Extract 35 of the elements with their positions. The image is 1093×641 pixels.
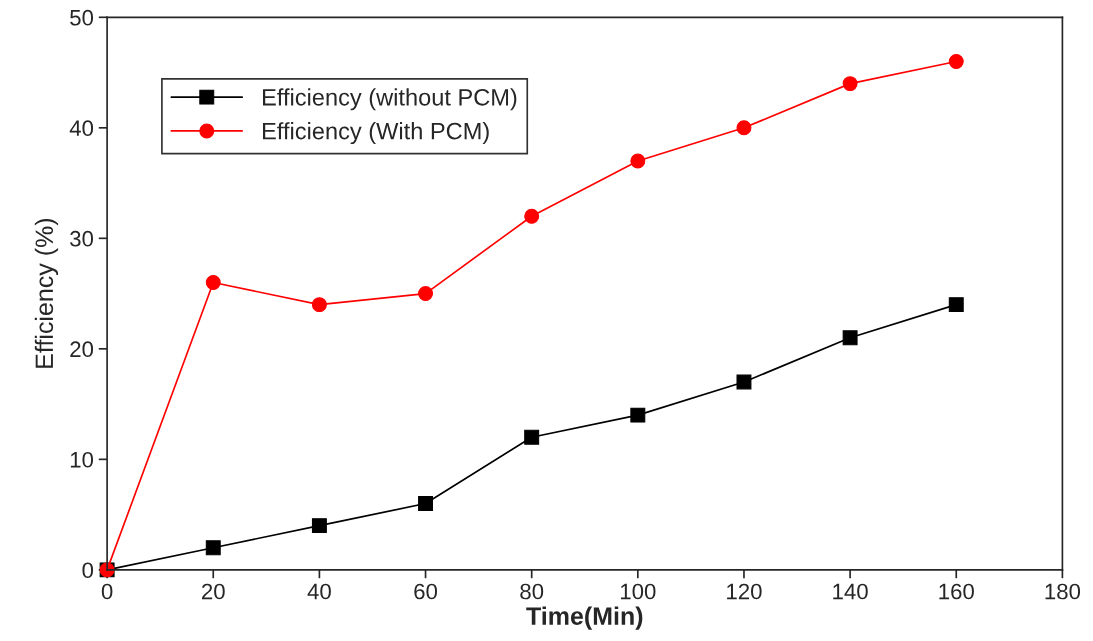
x-axis-title: Time(Min) — [526, 606, 643, 630]
y-tick-label: 30 — [70, 230, 94, 247]
point — [630, 407, 646, 423]
point — [524, 208, 540, 224]
point — [418, 496, 434, 512]
point — [948, 297, 964, 313]
point — [205, 540, 221, 556]
x-tick-label: 0 — [101, 583, 113, 600]
x-tick-label: 60 — [414, 583, 438, 600]
x-tick-label: 180 — [1045, 583, 1081, 600]
y-tick-label: 10 — [70, 451, 94, 468]
point — [205, 275, 221, 290]
point — [524, 429, 540, 445]
y-tick-label: 0 — [82, 562, 94, 579]
x-tick-label: 20 — [202, 583, 225, 600]
point — [842, 76, 858, 92]
point — [948, 54, 964, 69]
point — [418, 286, 434, 302]
point — [842, 330, 858, 346]
point — [311, 297, 327, 313]
y-tick-label: 50 — [70, 9, 94, 26]
x-tick-label: 160 — [939, 583, 974, 600]
y-tick-label: 40 — [69, 120, 94, 137]
x-tick-label: 100 — [620, 583, 656, 600]
x-tick-label: 120 — [727, 583, 762, 600]
point — [630, 153, 646, 169]
y-axis-title: Efficiency (%) — [34, 218, 59, 368]
point — [736, 120, 752, 136]
legend-label: Efficiency (With PCM) — [263, 122, 489, 145]
point — [311, 518, 327, 534]
x-tick-label: 40 — [307, 583, 331, 600]
x-tick-label: 80 — [520, 583, 544, 600]
y-tick-label: 20 — [70, 341, 94, 358]
legend-label: Efficiency (without PCM) — [263, 88, 517, 111]
x-tick-label: 140 — [833, 583, 868, 600]
